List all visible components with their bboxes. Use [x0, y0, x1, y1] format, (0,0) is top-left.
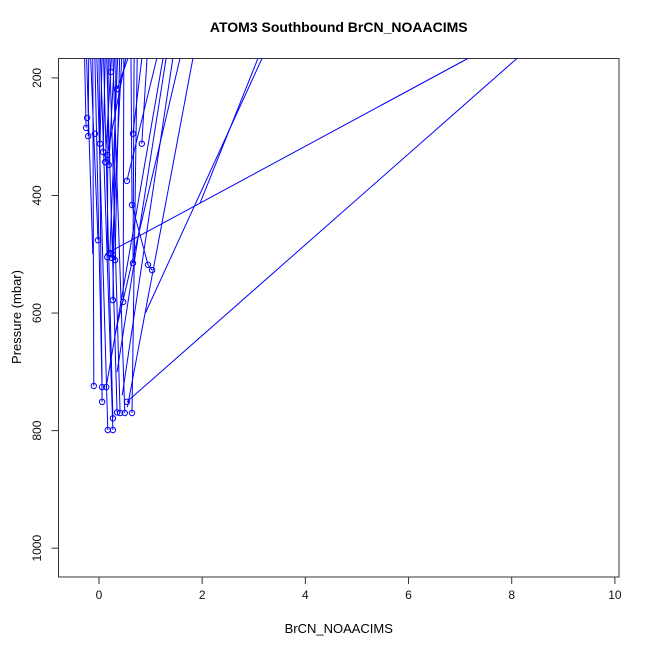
- data-point-marker: [113, 409, 121, 416]
- profile-line: [141, 58, 148, 144]
- data-point-marker: [109, 415, 117, 422]
- plot-box: [58, 58, 620, 578]
- data-point-marker: [129, 130, 137, 137]
- profile-line: [109, 58, 119, 254]
- data-point-marker: [98, 383, 106, 391]
- profile-line: [144, 58, 263, 314]
- data-point-marker: [85, 132, 92, 140]
- data-point-marker: [128, 409, 136, 417]
- profile-line: [104, 58, 112, 163]
- profile-line: [116, 58, 167, 372]
- data-point-marker: [94, 237, 102, 244]
- data-point-marker: [121, 409, 129, 417]
- data-point-marker: [123, 398, 131, 405]
- plot-content-group: 0 2 4 6 8 10 200 400 600 800 1000: [30, 58, 622, 602]
- y-tick-label: 600: [30, 303, 44, 323]
- data-point-marker: [109, 296, 117, 304]
- y-tick-label: 400: [30, 185, 44, 205]
- profile-line: [100, 58, 114, 431]
- profile-line: [132, 58, 143, 134]
- data-point-marker: [120, 298, 127, 306]
- data-point-marker: [138, 140, 146, 147]
- profile-line: [92, 58, 95, 386]
- profile-line: [114, 58, 181, 337]
- data-point-marker: [90, 382, 98, 390]
- data-point-marker: [123, 177, 131, 185]
- x-tick-label: 8: [508, 588, 515, 602]
- data-point-marker: [109, 426, 117, 434]
- profile-line: [87, 58, 90, 137]
- profile-line: [86, 58, 94, 255]
- data-point-marker: [82, 124, 90, 132]
- data-point-marker: [105, 161, 113, 169]
- data-point-marker: [91, 130, 99, 137]
- data-point-marker: [98, 398, 106, 405]
- data-point-marker: [113, 85, 121, 93]
- profile-line: [84, 58, 87, 128]
- profile-line: [111, 58, 123, 258]
- profile-line: [98, 58, 103, 402]
- profile-line: [131, 58, 138, 414]
- x-axis-label: BrCN_NOAACIMS: [285, 621, 394, 636]
- data-point-marker: [103, 383, 110, 391]
- data-point-marker: [111, 256, 119, 264]
- data-point-marker: [99, 148, 107, 156]
- data-point-marker: [109, 251, 117, 259]
- data-point-marker: [129, 259, 137, 267]
- x-tick-label: 6: [405, 588, 412, 602]
- profile-line: [122, 58, 125, 302]
- x-tick-label: 0: [96, 588, 103, 602]
- y-tick-label: 800: [30, 420, 44, 440]
- profile-line: [126, 58, 158, 181]
- profile-line: [99, 58, 103, 144]
- x-tick-label: 4: [302, 588, 309, 602]
- data-point-marker: [107, 68, 115, 76]
- profile-line: [121, 58, 174, 396]
- data-point-marker: [144, 261, 152, 268]
- profile-line: [90, 58, 99, 241]
- y-tick-label: 1000: [30, 535, 44, 562]
- profile-line: [102, 58, 106, 153]
- x-tick-label: 2: [199, 588, 206, 602]
- plot-title: ATOM3 Southbound BrCN_NOAACIMS: [210, 19, 468, 35]
- profile-line: [108, 58, 115, 165]
- data-point-marker: [148, 266, 156, 274]
- profile-line: [96, 58, 109, 431]
- data-point-marker: [128, 201, 136, 209]
- profile-line: [114, 58, 121, 261]
- profile-line: [94, 58, 103, 388]
- profile-line: [104, 58, 469, 255]
- data-point-marker: [116, 409, 124, 417]
- data-point-marker: [104, 151, 111, 159]
- profile-line: [126, 58, 518, 403]
- profile-line: [126, 58, 194, 408]
- profile-line: [116, 58, 129, 90]
- y-axis-label: Pressure (mbar): [9, 270, 24, 364]
- data-point-marker: [83, 114, 91, 122]
- x-tick-label: 10: [608, 588, 622, 602]
- data-point-marker: [96, 140, 104, 147]
- data-point-marker: [104, 254, 111, 261]
- y-tick-label: 200: [30, 68, 44, 88]
